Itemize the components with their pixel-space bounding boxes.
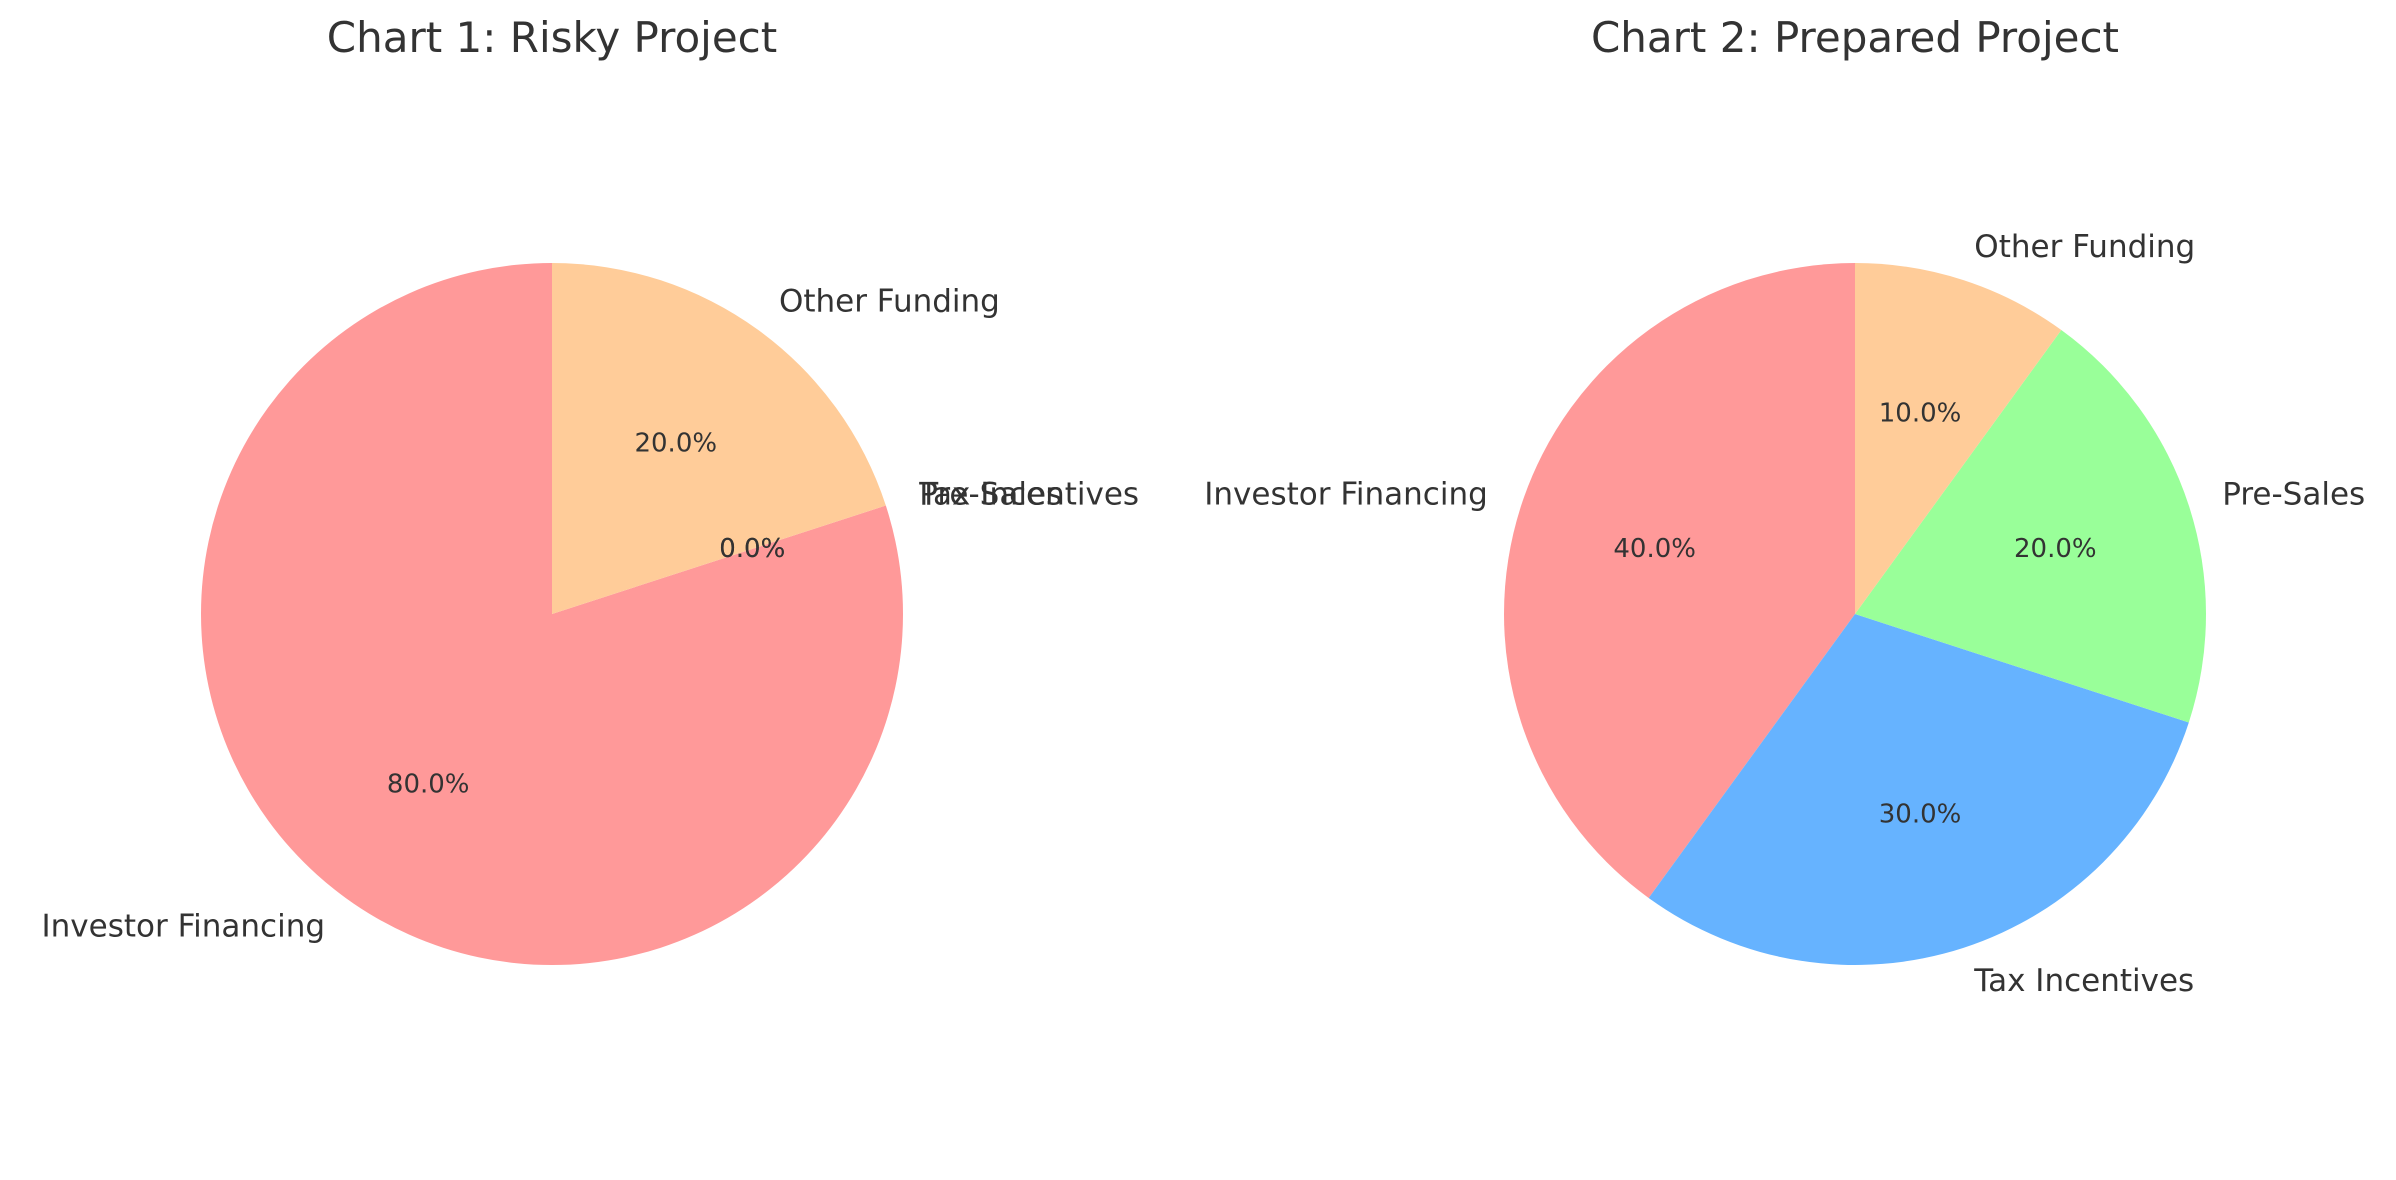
percent-label: 30.0% — [1879, 799, 1962, 829]
chart-title: Chart 1: Risky Project — [327, 13, 777, 62]
pie-slice-investor-financing — [1504, 263, 1855, 898]
category-label: Other Funding — [779, 284, 1000, 320]
pie-category-labels: Investor Financing Tax Incentives Pre-Sale… — [1204, 229, 2365, 999]
percent-label: 0.0% — [719, 534, 785, 564]
category-label: Other Funding — [1974, 229, 2195, 265]
pie-chart-risky-project: Chart 1: Risky Project 80.0%0.0%0.0%20.0… — [42, 13, 1140, 965]
pie-category-labels: Investor Financing Tax IncentivesPre-Sale… — [42, 284, 1140, 945]
pie-wedges — [201, 263, 904, 965]
pie-slice-other-funding — [1855, 263, 2062, 614]
category-label: Pre-Sales — [2222, 477, 2365, 513]
percent-label: 40.0% — [1613, 534, 1696, 564]
percent-label: 20.0% — [2014, 534, 2097, 564]
pie-slice-other-funding — [552, 263, 886, 614]
pie-percent-labels: 40.0% 30.0% 20.0% 10.0% — [1613, 399, 2096, 830]
category-label: Investor Financing — [42, 908, 326, 944]
category-label: Pre-Sales — [919, 477, 1062, 513]
percent-label: 80.0% — [387, 769, 470, 799]
pie-percent-labels: 80.0%0.0%0.0%20.0% — [387, 429, 785, 800]
percent-label: 10.0% — [1879, 399, 1962, 429]
category-label: Investor Financing — [1204, 477, 1488, 513]
category-label: Tax Incentives — [1973, 963, 2194, 999]
pie-wedges — [1504, 263, 2206, 965]
pie-slice-tax-incentives — [1648, 614, 2189, 965]
pie-slice-pre-sales — [1855, 330, 2206, 723]
category-label: Tax Incentives — [918, 477, 1139, 513]
pie-chart-prepared-project: Chart 2: Prepared Project 40.0% 30.0% 20.0… — [1204, 13, 2365, 999]
pie-slice-investor-financing — [201, 263, 904, 965]
percent-label: 20.0% — [634, 429, 717, 459]
percent-label: 0.0% — [719, 534, 785, 564]
chart-title: Chart 2: Prepared Project — [1591, 13, 2119, 62]
